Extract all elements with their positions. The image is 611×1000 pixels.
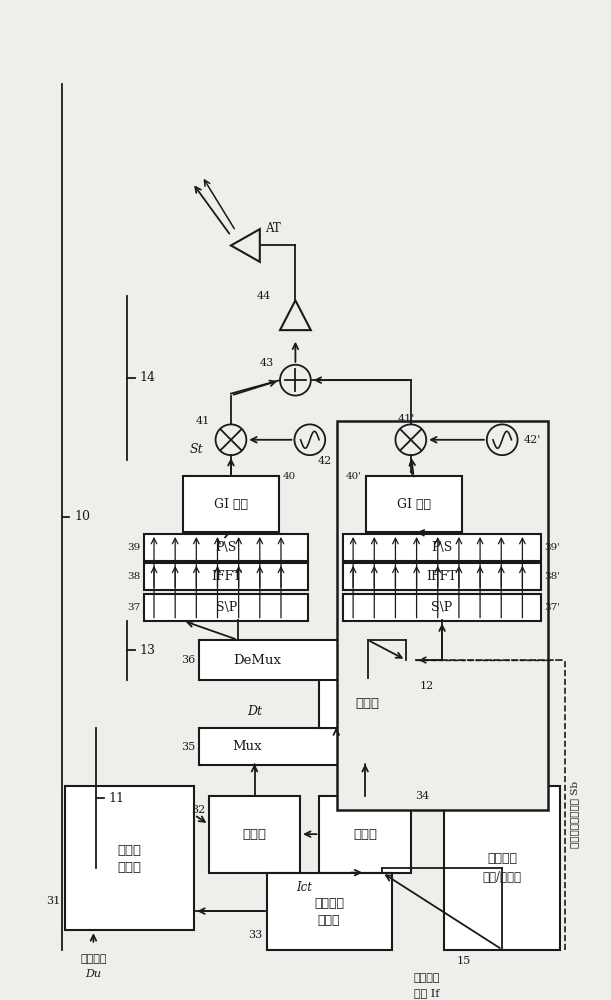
FancyBboxPatch shape: [320, 796, 411, 873]
Text: 13: 13: [139, 644, 156, 657]
Text: IFFT: IFFT: [426, 570, 458, 583]
FancyBboxPatch shape: [337, 421, 548, 810]
Text: P\S: P\S: [431, 541, 453, 554]
Text: Mux: Mux: [233, 740, 262, 753]
Text: 36: 36: [181, 655, 196, 665]
FancyBboxPatch shape: [144, 594, 308, 621]
Text: IFFT: IFFT: [211, 570, 241, 583]
Text: S\P: S\P: [431, 601, 453, 614]
Text: 11: 11: [109, 792, 125, 805]
Text: 40: 40: [283, 472, 296, 481]
Text: 编码部: 编码部: [353, 828, 377, 841]
FancyBboxPatch shape: [199, 640, 415, 680]
Text: 信息 If: 信息 If: [414, 988, 440, 998]
Text: 调制部: 调制部: [356, 697, 379, 710]
FancyBboxPatch shape: [209, 796, 300, 873]
FancyBboxPatch shape: [343, 534, 541, 561]
Text: 14: 14: [139, 371, 156, 384]
Text: 39': 39': [544, 543, 560, 552]
Text: 计算部: 计算部: [318, 914, 340, 927]
Text: GI 插入: GI 插入: [214, 498, 248, 511]
Text: 编码部: 编码部: [243, 828, 266, 841]
Text: AT: AT: [265, 222, 280, 235]
FancyBboxPatch shape: [183, 476, 279, 532]
FancyBboxPatch shape: [444, 786, 560, 950]
Text: 38': 38': [544, 572, 560, 581]
FancyBboxPatch shape: [343, 563, 541, 590]
Text: 43: 43: [260, 358, 274, 368]
Text: 使用频带: 使用频带: [413, 973, 440, 983]
Text: Du: Du: [86, 969, 101, 979]
Text: St: St: [189, 443, 203, 456]
Text: Dt: Dt: [247, 705, 262, 718]
Text: 15: 15: [456, 956, 471, 966]
Text: S\P: S\P: [216, 601, 237, 614]
Text: 10: 10: [74, 510, 90, 523]
Text: 41: 41: [196, 416, 210, 426]
Text: 12: 12: [420, 681, 434, 691]
Text: 数据块: 数据块: [117, 844, 142, 857]
Text: 38: 38: [127, 572, 141, 581]
Text: 42': 42': [524, 435, 541, 445]
Text: 37': 37': [544, 603, 560, 612]
Text: 40': 40': [346, 472, 362, 481]
Text: Ict: Ict: [296, 881, 312, 894]
Text: P\S: P\S: [216, 541, 237, 554]
Text: DeMux: DeMux: [233, 654, 281, 667]
Text: 使用频带: 使用频带: [487, 852, 517, 865]
Text: 传输数据: 传输数据: [80, 954, 107, 964]
Text: 44: 44: [257, 291, 271, 301]
Text: 42: 42: [318, 456, 332, 466]
FancyBboxPatch shape: [65, 786, 194, 930]
FancyBboxPatch shape: [343, 594, 541, 621]
Text: 制作部: 制作部: [117, 861, 142, 874]
Text: 传输数据: 传输数据: [314, 897, 344, 910]
Text: 39: 39: [127, 543, 141, 552]
Text: 31: 31: [46, 896, 60, 906]
Text: 34: 34: [415, 791, 429, 801]
FancyBboxPatch shape: [144, 563, 308, 590]
FancyBboxPatch shape: [199, 728, 415, 765]
Text: 频带设定指示信号 Sb: 频带设定指示信号 Sb: [570, 781, 579, 848]
Text: 33: 33: [249, 930, 263, 940]
FancyBboxPatch shape: [266, 873, 392, 950]
Text: 选择/设定部: 选择/设定部: [483, 871, 522, 884]
Text: GI 插入: GI 插入: [397, 498, 431, 511]
FancyBboxPatch shape: [320, 678, 415, 728]
FancyBboxPatch shape: [365, 476, 462, 532]
Text: 35: 35: [181, 742, 196, 752]
Text: 37: 37: [127, 603, 141, 612]
Text: 32: 32: [191, 805, 205, 815]
FancyBboxPatch shape: [144, 534, 308, 561]
Text: 41': 41': [397, 414, 415, 424]
